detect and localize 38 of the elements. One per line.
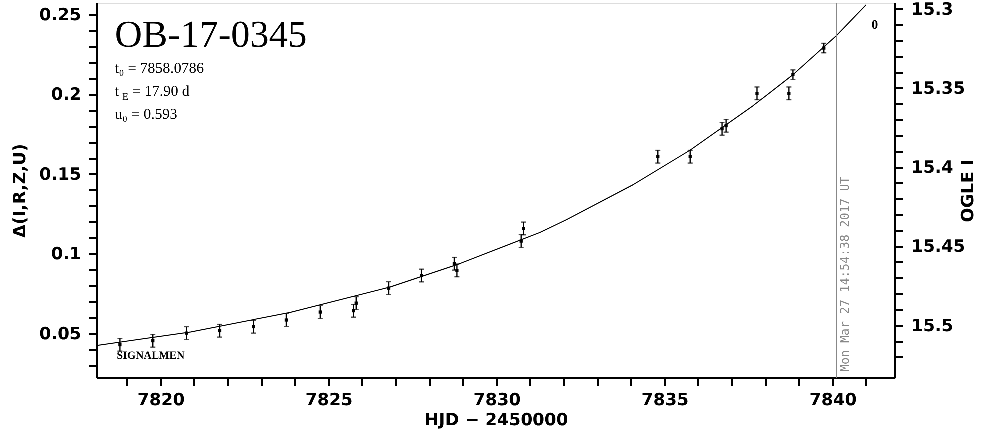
y2-tick-label: 15.45 — [912, 237, 966, 258]
x-tick-label: 7820 — [138, 390, 186, 410]
point — [118, 343, 122, 347]
point — [218, 329, 222, 333]
y-tick-label: 0.1 — [51, 244, 82, 265]
point — [656, 155, 660, 159]
point — [456, 269, 459, 272]
x-tick-label: 7835 — [642, 390, 690, 410]
y2-tick-label: 15.3 — [912, 0, 954, 20]
annotation: t₀ = 7858.0786 — [115, 61, 205, 77]
point — [284, 318, 288, 322]
point — [788, 92, 791, 96]
y2-axis-title: OGLE I — [958, 159, 978, 223]
x-tick-label: 7825 — [306, 390, 354, 410]
y-tick-label: 0.25 — [40, 5, 82, 26]
chart-title: OB-17-0345 — [115, 14, 308, 56]
point — [152, 339, 155, 343]
y-tick-label: 0.15 — [40, 164, 82, 185]
annotation: Mon Mar 27 14:54:38 2017 UT — [838, 176, 852, 372]
y-tick-label: 0.2 — [51, 85, 82, 106]
point — [522, 227, 526, 230]
x-tick-label: 7830 — [474, 390, 522, 410]
point — [252, 325, 256, 329]
annotation: SIGNALMEN — [117, 350, 185, 362]
point — [354, 302, 358, 305]
y2-tick-label: 15.35 — [912, 78, 966, 99]
point — [352, 309, 356, 313]
x-tick-label: 7840 — [810, 390, 858, 410]
y2-tick-label: 15.4 — [912, 158, 954, 178]
point — [756, 92, 759, 96]
y-axis-title: Δ(I,R,Z,U) — [10, 144, 31, 238]
point — [318, 310, 322, 314]
point — [688, 155, 692, 159]
x-axis-title: HJD − 2450000 — [424, 410, 568, 430]
annotation: 0 — [872, 17, 878, 32]
y-tick-label: 0.05 — [40, 324, 82, 344]
y2-tick-label: 15.5 — [912, 316, 954, 336]
annotation: u₀ = 0.593 — [115, 107, 178, 123]
